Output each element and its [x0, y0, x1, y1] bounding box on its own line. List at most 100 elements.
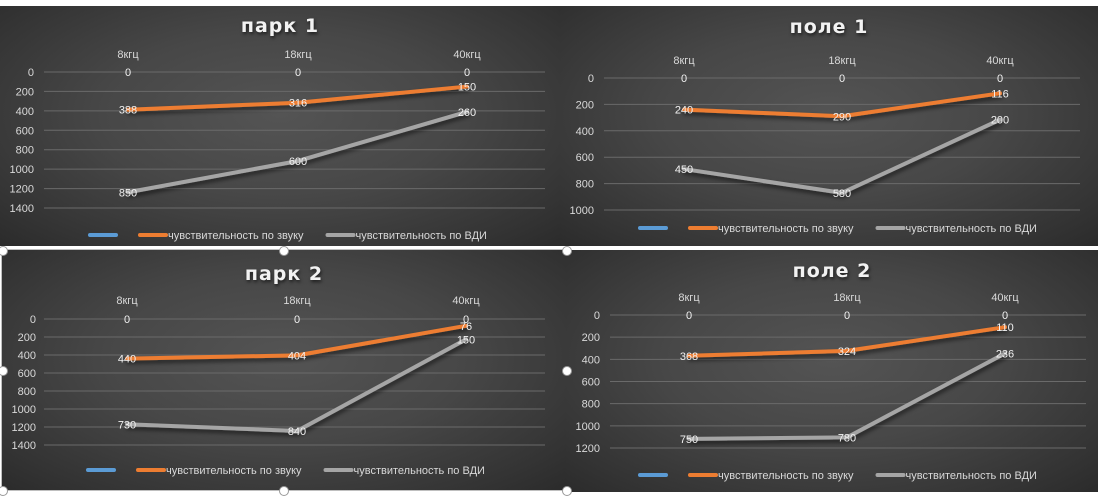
data-label: 290 — [833, 111, 851, 123]
y-tick-label: 400 — [582, 354, 600, 366]
chart-title: поле 2 — [792, 260, 872, 282]
chart-plot: 0 200 400 600 800 1000 1200 8кгц 18кгц 40кгц 0 0 0 36… — [576, 292, 1086, 482]
data-label: 750 — [680, 434, 698, 446]
y-tick-label: 1200 — [10, 184, 34, 196]
chart-plot: 0 200 400 600 800 1000 8кгц 18кгц 40кгц 0 0 0 240 290… — [570, 55, 1080, 235]
data-label: 0 — [1002, 310, 1008, 322]
chart-title: поле 1 — [789, 16, 869, 38]
series-line-1 — [687, 325, 1007, 358]
y-tick-label: 1400 — [12, 440, 36, 452]
x-tick-label: 8кгц — [678, 292, 700, 304]
data-label: 0 — [464, 67, 470, 79]
y-tick-label: 200 — [18, 332, 36, 344]
y-tick-label: 0 — [30, 314, 36, 326]
data-label: 0 — [839, 73, 845, 85]
y-tick-label: 600 — [16, 125, 34, 137]
resize-handle-top-right[interactable] — [562, 246, 572, 256]
y-tick-label: 600 — [582, 377, 600, 389]
chart-plot: 0 200 400 600 800 1000 1200 1400 8кгц 18кгц 40кгц 0… — [12, 295, 545, 477]
series-line-2 — [126, 109, 469, 195]
y-tick-label: 800 — [18, 386, 36, 398]
legend-label-1: чувствительность по звуку — [168, 230, 304, 242]
y-tick-label: 1200 — [576, 443, 600, 455]
chart-pole-2[interactable]: поле 2 0 200 400 600 800 1000 1200 8кгц 18кгц 40к… — [566, 250, 1098, 492]
y-tick-label: 800 — [576, 179, 594, 191]
x-tick-label: 18кгц — [833, 292, 861, 304]
data-label: 0 — [844, 310, 850, 322]
resize-handle-bottom-right[interactable] — [562, 486, 572, 496]
data-label: 324 — [838, 346, 856, 358]
x-tick-label: 18кгц — [283, 295, 311, 307]
resize-handle-top[interactable] — [279, 246, 289, 256]
y-tick-label: 600 — [18, 368, 36, 380]
data-label: 260 — [458, 107, 476, 119]
data-label: 0 — [124, 314, 130, 326]
data-label: 450 — [675, 164, 693, 176]
series-line-2 — [682, 117, 1002, 195]
data-label: 116 — [991, 88, 1009, 100]
data-label: 404 — [288, 350, 306, 362]
x-tick-label: 40кгц — [991, 292, 1019, 304]
data-label: 0 — [294, 314, 300, 326]
legend-label-2: чувствительность по ВДИ — [354, 465, 485, 477]
x-tick-label: 40кгц — [986, 55, 1014, 67]
x-tick-label: 8кгц — [116, 295, 138, 307]
y-tick-label: 400 — [16, 106, 34, 118]
y-tick-label: 200 — [576, 99, 594, 111]
chart-plot: 0 200 400 600 800 1000 1200 1400 8кгц 18кгц 40кгц 0… — [10, 49, 545, 242]
data-label: 0 — [997, 73, 1003, 85]
series-line-2 — [125, 337, 468, 433]
resize-handle-bottom-left[interactable] — [0, 486, 8, 496]
y-tick-label: 0 — [28, 67, 34, 79]
x-tick-label: 40кгц — [452, 295, 480, 307]
data-label: 240 — [675, 105, 693, 117]
chart-park-1[interactable]: парк 1 0 200 400 600 800 1000 1200 1400 8кгц 18кг… — [0, 6, 560, 246]
x-tick-label: 18кгц — [284, 49, 312, 61]
legend-label-2: чувствительность по ВДИ — [356, 230, 487, 242]
x-tick-label: 8кгц — [673, 55, 695, 67]
resize-handle-bottom[interactable] — [279, 486, 289, 496]
x-tick-label: 8кгц — [117, 49, 139, 61]
series-line-1 — [125, 323, 468, 361]
data-label: 368 — [680, 351, 698, 363]
y-tick-label: 1000 — [12, 404, 36, 416]
data-label: 236 — [996, 348, 1014, 360]
y-tick-label: 800 — [16, 145, 34, 157]
data-label: 200 — [991, 115, 1009, 127]
chart-park-2[interactable]: парк 2 0 200 400 600 800 1000 1200 1400 8кгц 18кг… — [1, 249, 567, 491]
resize-handle-top-left[interactable] — [0, 246, 8, 256]
data-label: 316 — [289, 98, 307, 110]
data-label: 0 — [681, 73, 687, 85]
y-tick-label: 0 — [588, 73, 594, 85]
chart-pole-1[interactable]: поле 1 0 200 400 600 800 1000 8кгц 18кгц 40кгц 0 0… — [560, 6, 1098, 246]
data-label: 150 — [457, 334, 475, 346]
y-tick-label: 1200 — [12, 422, 36, 434]
spreadsheet-grid-strip — [0, 0, 1098, 6]
data-label: 440 — [118, 354, 136, 366]
chart-title: парк 1 — [240, 15, 320, 37]
legend-label-1: чувствительность по звуку — [718, 223, 854, 235]
y-tick-label: 800 — [582, 399, 600, 411]
legend-label-1: чувствительность по звуку — [166, 465, 302, 477]
series-line-1 — [126, 84, 469, 112]
data-label: 0 — [463, 314, 469, 326]
chart-title: парк 2 — [244, 263, 324, 285]
y-tick-label: 200 — [582, 332, 600, 344]
x-tick-label: 18кгц — [828, 55, 856, 67]
y-tick-label: 600 — [576, 152, 594, 164]
resize-handle-right[interactable] — [562, 366, 572, 376]
legend-label-2: чувствительность по ВДИ — [906, 470, 1037, 482]
resize-handle-left[interactable] — [0, 366, 8, 376]
data-label: 150 — [458, 82, 476, 94]
data-label: 850 — [119, 187, 137, 199]
legend-label-2: чувствительность по ВДИ — [906, 223, 1037, 235]
y-tick-label: 1000 — [576, 421, 600, 433]
series-line-1 — [682, 91, 1002, 119]
data-label: 76 — [460, 321, 472, 333]
data-label: 388 — [119, 105, 137, 117]
y-tick-label: 0 — [594, 310, 600, 322]
data-label: 110 — [996, 322, 1014, 334]
data-label: 0 — [686, 310, 692, 322]
data-label: 580 — [833, 188, 851, 200]
x-tick-label: 40кгц — [453, 49, 481, 61]
